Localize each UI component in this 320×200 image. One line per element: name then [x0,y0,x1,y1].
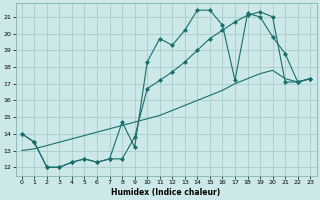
X-axis label: Humidex (Indice chaleur): Humidex (Indice chaleur) [111,188,221,197]
